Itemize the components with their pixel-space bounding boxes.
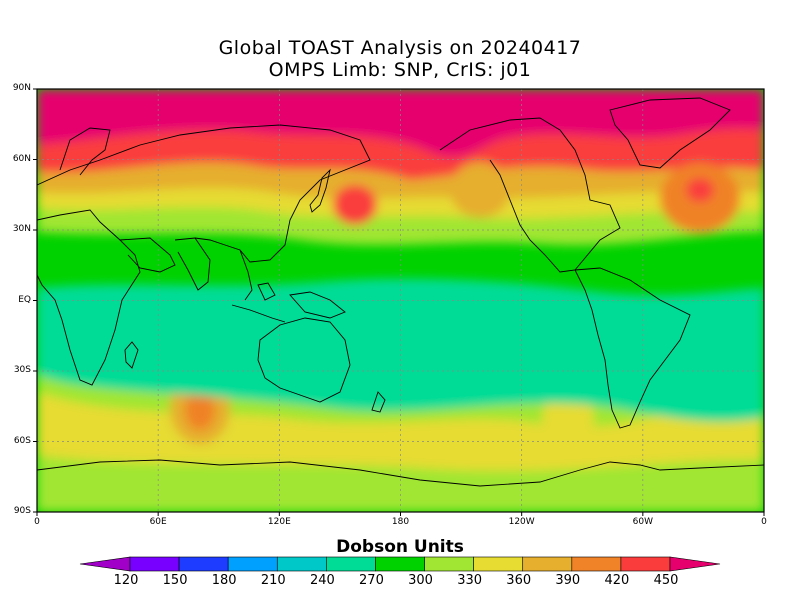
- lon-label: 60W: [632, 517, 653, 527]
- field-blob-north-atlantic-core: [686, 178, 714, 202]
- colorbar-title: Dobson Units: [336, 537, 464, 557]
- colorbar-box: [571, 556, 622, 572]
- colorbar-level-label: 210: [260, 573, 286, 588]
- ozone-field: [37, 89, 764, 512]
- lat-label: 30N: [12, 224, 31, 234]
- map-gridlines: [37, 89, 764, 512]
- field-blob-north-pacific-east: [450, 162, 510, 218]
- coastlines: [37, 97, 764, 487]
- lon-label: 0: [761, 517, 767, 527]
- colorbar-box: [473, 556, 524, 572]
- lat-label: 60S: [13, 435, 31, 446]
- lat-label: 60N: [12, 153, 31, 164]
- colorbar-box: [326, 556, 376, 572]
- field-blob-south-indian-core: [185, 390, 215, 430]
- colorbar-box: [227, 556, 278, 572]
- colorbar-over-arrow: [669, 556, 721, 572]
- field-band-north-450: [37, 89, 764, 158]
- colorbar-box: [620, 556, 671, 572]
- lon-label: 60E: [149, 517, 167, 527]
- lat-label: EQ: [18, 294, 31, 305]
- lon-label: 180: [391, 517, 410, 527]
- colorbar-level-label: 150: [162, 573, 188, 588]
- colorbar-level-label: 240: [309, 573, 335, 588]
- lon-label: 120E: [267, 517, 291, 527]
- lon-label: 0: [34, 517, 40, 527]
- colorbar-box: [178, 556, 229, 572]
- lat-label: 90S: [13, 506, 31, 516]
- colorbar-level-label: 450: [653, 573, 679, 588]
- map-title-line2: OMPS Limb: SNP, CrIS: j01: [268, 59, 532, 81]
- colorbar-under-arrow: [79, 556, 131, 572]
- colorbar-level-label: 360: [506, 573, 532, 588]
- field-blob-south-pacific: [542, 390, 594, 450]
- colorbar-level-label: 420: [604, 573, 630, 588]
- colorbar-level-label: 270: [359, 573, 384, 588]
- colorbar-box: [276, 556, 327, 572]
- colorbar-level-label: 180: [211, 573, 237, 588]
- colorbar-box: [424, 556, 474, 572]
- colorbar-level-label: 300: [408, 573, 433, 588]
- map-tickmarks: [33, 88, 765, 516]
- colorbar-box: [522, 556, 573, 572]
- map-title-line1: Global TOAST Analysis on 20240417: [218, 37, 582, 59]
- field-blob-north-pacific: [333, 185, 377, 225]
- lat-label: 30S: [13, 365, 31, 375]
- lon-label: 120W: [508, 517, 535, 527]
- colorbar-level-label: 120: [113, 573, 139, 588]
- lat-label: 90N: [12, 83, 31, 93]
- colorbar-box: [129, 556, 180, 572]
- colorbar-level-label: 330: [457, 573, 483, 588]
- colorbar-level-label: 390: [555, 573, 581, 588]
- colorbar-box: [375, 556, 425, 572]
